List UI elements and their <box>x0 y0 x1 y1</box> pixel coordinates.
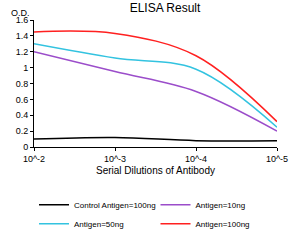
svg-text:0.8: 0.8 <box>16 79 29 89</box>
svg-text:Antigen=100ng: Antigen=100ng <box>196 220 250 229</box>
svg-text:1.6: 1.6 <box>16 15 29 25</box>
svg-text:Control Antigen=100ng: Control Antigen=100ng <box>74 201 156 210</box>
svg-text:Serial Dilutions of Antibody: Serial Dilutions of Antibody <box>96 165 215 176</box>
svg-text:10^-3: 10^-3 <box>104 154 126 164</box>
svg-text:O.D.: O.D. <box>11 8 30 18</box>
svg-text:0.6: 0.6 <box>16 95 29 105</box>
svg-text:1: 1 <box>23 63 28 73</box>
svg-text:10^-5: 10^-5 <box>266 154 288 164</box>
svg-text:Antigen=10ng: Antigen=10ng <box>196 201 246 210</box>
svg-text:0: 0 <box>23 142 28 152</box>
svg-text:10^-2: 10^-2 <box>23 154 45 164</box>
svg-text:1.4: 1.4 <box>16 31 29 41</box>
svg-text:10^-4: 10^-4 <box>185 154 207 164</box>
svg-text:0.4: 0.4 <box>16 110 29 120</box>
svg-text:0.2: 0.2 <box>16 126 29 136</box>
svg-text:Antigen=50ng: Antigen=50ng <box>74 220 124 229</box>
svg-text:ELISA Result: ELISA Result <box>130 1 201 15</box>
svg-text:1.2: 1.2 <box>16 47 29 57</box>
